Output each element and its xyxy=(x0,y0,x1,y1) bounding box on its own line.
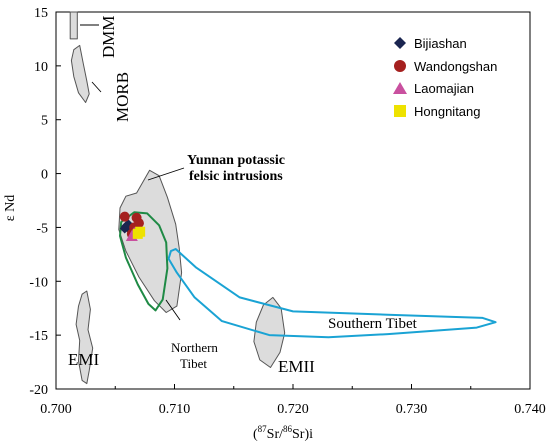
dmm-label: DMM xyxy=(99,15,118,58)
x-axis-title-open: ( xyxy=(253,427,258,442)
legend-label-bijiashan: Bijiashan xyxy=(414,36,467,51)
emi-label: EMI xyxy=(68,350,100,369)
field-labels: DMM MORB Yunnan potassic felsic intrusio… xyxy=(68,15,418,376)
x-axis-title: (87Sr/86Sr)i xyxy=(253,424,313,442)
morb-field xyxy=(70,44,90,103)
hongnitang-point xyxy=(132,228,143,239)
annotation-leader-lines xyxy=(80,24,185,321)
legend-marker-wandongshan xyxy=(394,60,406,72)
bijiashan-point xyxy=(120,221,131,232)
wandongshan-point xyxy=(119,211,130,222)
y-tick-label: 10 xyxy=(34,60,48,75)
morb-label: MORB xyxy=(113,72,132,122)
northern-tibet-label-line-2: Tibet xyxy=(180,356,207,371)
x-axis-title-close: Sr)i xyxy=(292,427,313,442)
emi-field xyxy=(75,290,94,385)
data-points xyxy=(119,211,146,242)
y-axis: 15 10 5 0 -5 -10 -15 -20 xyxy=(29,6,61,398)
legend-marker-hongnitang xyxy=(394,105,406,117)
emii-label: EMII xyxy=(278,357,315,376)
y-tick-label: -5 xyxy=(36,221,48,236)
southern-tibet-field xyxy=(167,248,497,339)
x-tick-label: 0.720 xyxy=(277,402,309,417)
dmm-field xyxy=(69,11,78,40)
y-tick-label: 0 xyxy=(41,168,48,183)
y-tick-label: -10 xyxy=(29,275,48,290)
morb-leader-line xyxy=(91,81,102,93)
yunnan-label-line-1: Yunnan potassic xyxy=(187,153,285,168)
yunnan-leader-line xyxy=(147,167,185,181)
x-axis-title-sr-slash: Sr/ xyxy=(267,427,283,442)
y-axis-title: ε Nd xyxy=(3,195,18,222)
y-tick-label: 15 xyxy=(34,6,48,21)
yunnan-potassic-felsic-field xyxy=(118,169,183,313)
emii-field xyxy=(253,296,286,368)
x-axis-title-sup-86: 86 xyxy=(283,424,293,434)
x-tick-label: 0.700 xyxy=(40,402,72,417)
yunnan-label-line-2: felsic intrusions xyxy=(189,169,283,184)
y-tick-label: 5 xyxy=(41,114,48,129)
northern-tibet-leader-line xyxy=(165,299,181,321)
x-axis: 0.700 0.710 0.720 0.730 0.740 xyxy=(40,384,546,417)
northern-tibet-field xyxy=(119,211,169,312)
southern-tibet-label: Southern Tibet xyxy=(328,316,418,332)
legend: Bijiashan Wandongshan Laomajian Hongnita… xyxy=(393,36,497,119)
compositional-fields xyxy=(69,11,497,385)
x-tick-label: 0.740 xyxy=(514,402,546,417)
legend-label-wandongshan: Wandongshan xyxy=(414,59,497,74)
legend-label-hongnitang: Hongnitang xyxy=(414,104,481,119)
y-tick-label: -20 xyxy=(29,383,48,398)
x-tick-label: 0.730 xyxy=(396,402,428,417)
y-tick-label: -15 xyxy=(29,329,48,344)
legend-marker-laomajian xyxy=(393,82,407,94)
x-tick-label: 0.710 xyxy=(159,402,191,417)
legend-marker-bijiashan xyxy=(394,37,406,49)
x-axis-title-sup-87: 87 xyxy=(258,424,268,434)
northern-tibet-label-line-1: Northern xyxy=(171,340,218,355)
legend-label-laomajian: Laomajian xyxy=(414,81,474,96)
